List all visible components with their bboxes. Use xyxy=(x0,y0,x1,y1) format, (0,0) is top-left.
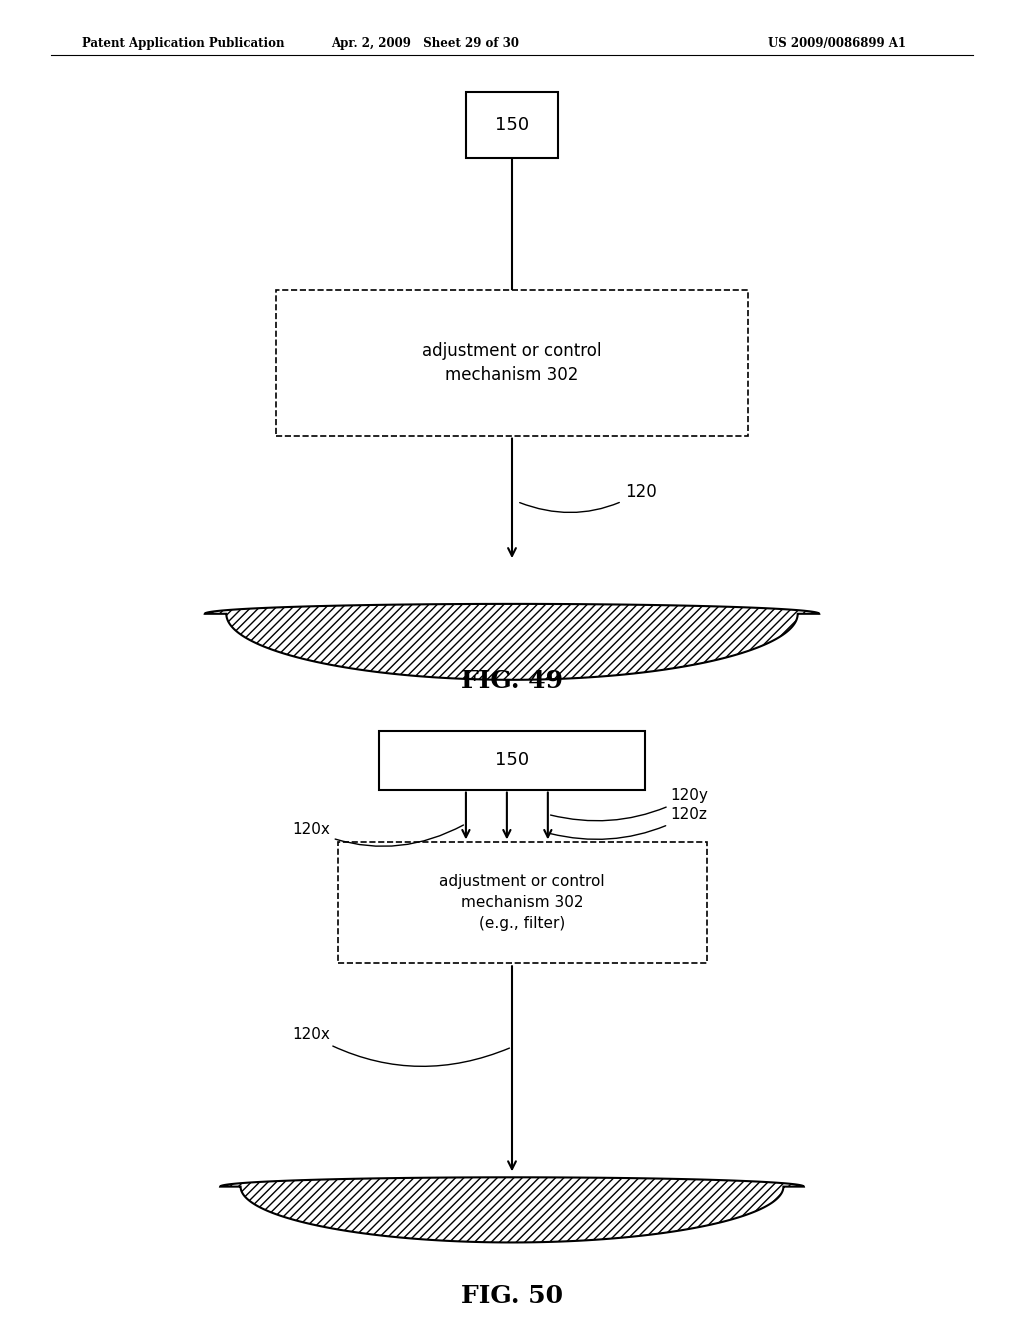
Text: FIG. 49: FIG. 49 xyxy=(461,669,563,693)
Bar xyxy=(338,842,707,964)
Text: 120: 120 xyxy=(520,483,656,512)
Text: 120z: 120z xyxy=(551,807,708,840)
Text: FIG. 50: FIG. 50 xyxy=(461,1283,563,1308)
Text: adjustment or control
mechanism 302
(e.g., filter): adjustment or control mechanism 302 (e.g… xyxy=(439,874,605,932)
Text: 150: 150 xyxy=(495,116,529,135)
Text: adjustment or control
mechanism 302: adjustment or control mechanism 302 xyxy=(422,342,602,384)
Text: 150: 150 xyxy=(495,751,529,770)
Text: US 2009/0086899 A1: US 2009/0086899 A1 xyxy=(768,37,906,50)
Text: Apr. 2, 2009   Sheet 29 of 30: Apr. 2, 2009 Sheet 29 of 30 xyxy=(331,37,519,50)
Bar xyxy=(379,731,645,789)
Polygon shape xyxy=(205,605,819,680)
Text: Patent Application Publication: Patent Application Publication xyxy=(82,37,285,50)
Text: 120y: 120y xyxy=(551,788,709,821)
Polygon shape xyxy=(220,1177,804,1242)
Bar xyxy=(276,290,748,436)
Text: 120x: 120x xyxy=(292,822,464,846)
Text: 120x: 120x xyxy=(292,1027,509,1067)
Bar xyxy=(466,92,558,158)
